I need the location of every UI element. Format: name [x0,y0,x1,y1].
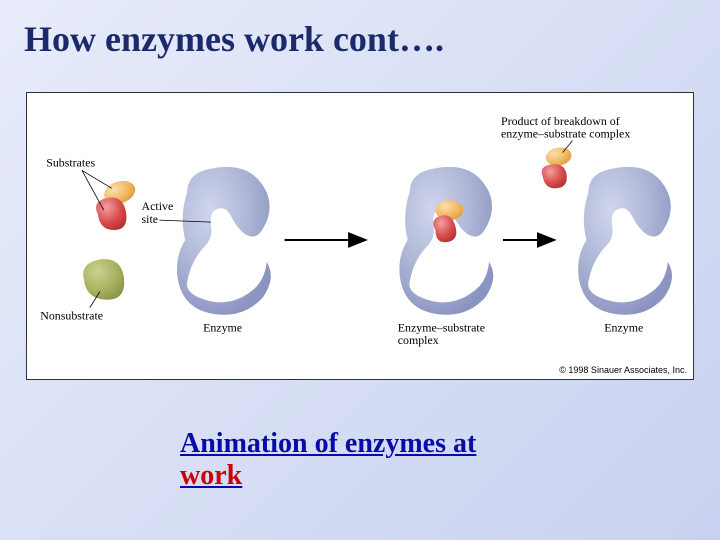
label-enzyme-3: Enzyme [604,320,643,334]
nonsubstrate-shape [83,259,124,300]
product-red [542,164,567,188]
page-title: How enzymes work cont…. [24,18,444,60]
label-complex: Enzyme–substratecomplex [398,320,485,347]
label-active-site: Activesite [142,199,174,226]
enzyme-diagram: Substrates Activesite Enzyme Nonsubstrat… [26,92,694,380]
animation-link[interactable]: Animation of enzymes at work [180,428,540,492]
label-substrates: Substrates [46,155,95,169]
substrate-red-free [96,197,126,230]
copyright-text: © 1998 Sinauer Associates, Inc. [559,365,687,375]
enzyme-stage-3 [578,167,672,315]
label-nonsubstrate: Nonsubstrate [40,308,103,322]
label-enzyme-1: Enzyme [203,320,242,334]
enzyme-stage-2 [399,167,493,315]
enzyme-stage-1 [177,167,271,315]
product-orange [544,146,573,168]
callout-line [82,170,104,210]
label-product: Product of breakdown ofenzyme–substrate … [501,114,630,141]
diagram-svg: Substrates Activesite Enzyme Nonsubstrat… [27,93,693,379]
